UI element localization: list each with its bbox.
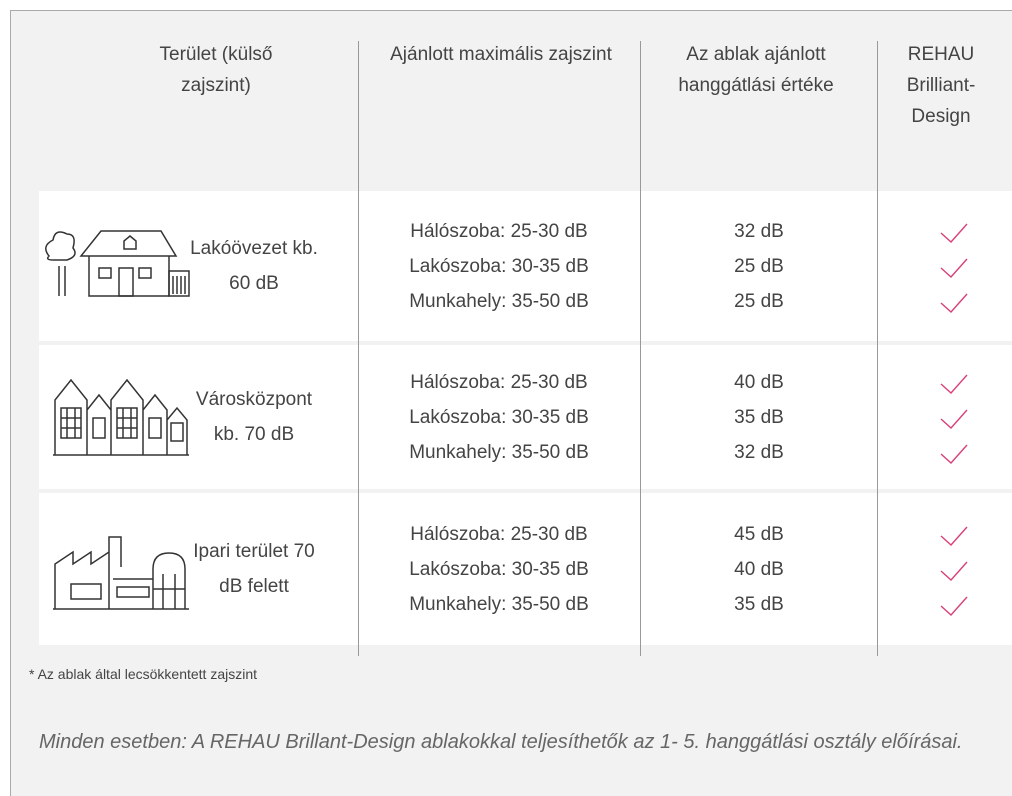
panel: Lakóövezet kb. 60 dB Hálószoba: 25-30 dB 3… <box>10 10 1012 796</box>
insulation-value: 35 dB <box>659 400 859 435</box>
noise-level: Lakószoba: 30-35 dB <box>359 249 639 284</box>
check-icon <box>939 257 969 279</box>
header: Az ablak ajánlott hanggátlási értéke <box>661 39 851 101</box>
noise-level: Munkahely: 35-50 dB <box>359 284 639 319</box>
divider <box>358 41 359 656</box>
checkmark <box>939 525 969 547</box>
checkmark <box>939 595 969 617</box>
noise-level: Lakószoba: 30-35 dB <box>359 552 639 587</box>
check-icon <box>939 408 969 430</box>
insulation-value: 45 dB <box>659 517 859 552</box>
checkmark <box>939 443 969 465</box>
divider <box>640 41 641 656</box>
insulation-value: 25 dB <box>659 284 859 319</box>
noise-level: Munkahely: 35-50 dB <box>359 587 639 622</box>
insulation-value: 25 dB <box>659 249 859 284</box>
noise-level: Hálószoba: 25-30 dB <box>359 517 639 552</box>
check-icon <box>939 560 969 582</box>
header: Terület (külső zajszint) <box>141 39 291 101</box>
checkmark <box>939 292 969 314</box>
checkmark <box>939 560 969 582</box>
area-label: Ipari terület 70 dB felett <box>189 534 319 604</box>
noise-level: Munkahely: 35-50 dB <box>359 435 639 470</box>
check-icon <box>939 292 969 314</box>
checkmark <box>939 373 969 395</box>
check-icon <box>939 222 969 244</box>
insulation-value: 32 dB <box>659 435 859 470</box>
house-icon <box>41 226 191 301</box>
insulation-value: 35 dB <box>659 587 859 622</box>
check-icon <box>939 595 969 617</box>
checkmark <box>939 257 969 279</box>
note: Minden esetben: A REHAU Brillant-Design … <box>39 726 979 758</box>
area-label: Városközpont kb. 70 dB <box>189 382 319 452</box>
factory-icon <box>51 529 191 614</box>
area-label: Lakóövezet kb. 60 dB <box>189 231 319 301</box>
check-icon <box>939 373 969 395</box>
checkmark <box>939 222 969 244</box>
checkmark <box>939 408 969 430</box>
divider <box>877 41 878 656</box>
insulation-value: 40 dB <box>659 365 859 400</box>
insulation-value: 40 dB <box>659 552 859 587</box>
header: REHAU Brilliant-Design <box>896 39 986 132</box>
header: Ajánlott maximális zajszint <box>361 39 641 70</box>
check-icon <box>939 525 969 547</box>
check-icon <box>939 443 969 465</box>
footnote: * Az ablak által lecsökkentett zajszint <box>29 666 257 682</box>
noise-level: Lakószoba: 30-35 dB <box>359 400 639 435</box>
city-icon <box>51 373 191 458</box>
insulation-value: 32 dB <box>659 214 859 249</box>
noise-level: Hálószoba: 25-30 dB <box>359 214 639 249</box>
noise-level: Hálószoba: 25-30 dB <box>359 365 639 400</box>
